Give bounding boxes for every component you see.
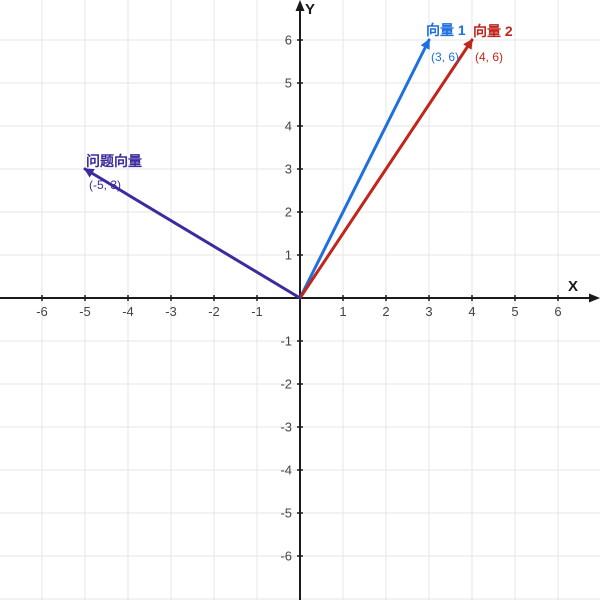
y-tick-label: -4 <box>280 463 292 478</box>
y-tick-label: -6 <box>280 549 292 564</box>
vector-1-coordinates: (3, 6) <box>431 50 459 64</box>
vectors[interactable] <box>83 38 474 300</box>
problem-vector-label: 问题向量 <box>86 153 142 169</box>
y-tick-label: 5 <box>285 76 292 91</box>
axis-ticks-and-numbers: -6 -5 -4 -3 -2 -1 1 2 3 4 5 6 -6 -5 -4 -3 -2 -1 1 2 3 4 5 6 <box>36 33 561 564</box>
y-tick-label: 6 <box>285 33 292 48</box>
y-axis-label: Y <box>305 1 315 18</box>
y-tick-label: -3 <box>280 420 292 435</box>
x-tick-label: -6 <box>36 304 48 319</box>
problem-vector-coordinates: (-5, 3) <box>89 178 121 192</box>
vector-2-coordinates: (4, 6) <box>475 50 503 64</box>
x-tick-label: -4 <box>122 304 134 319</box>
problem-vector-arrow[interactable] <box>83 167 302 300</box>
x-axis-arrowhead <box>589 293 600 303</box>
vector-1[interactable] <box>298 38 431 300</box>
x-tick-label: 6 <box>554 304 561 319</box>
y-tick-label: -2 <box>280 377 292 392</box>
x-tick-label: -3 <box>165 304 177 319</box>
x-tick-label: 3 <box>425 304 432 319</box>
vector-2[interactable] <box>298 38 474 300</box>
y-tick-label: -5 <box>280 506 292 521</box>
y-tick-label: 3 <box>285 162 292 177</box>
x-tick-label: 4 <box>468 304 475 319</box>
x-tick-label: 5 <box>511 304 518 319</box>
y-axis-arrowhead <box>295 0 305 11</box>
y-tick-label: 1 <box>285 248 292 263</box>
vector-1-arrow[interactable] <box>298 38 431 300</box>
vector-2-label: 向量 2 <box>473 23 513 39</box>
vector-2-arrow[interactable] <box>298 38 474 300</box>
y-tick-label: 2 <box>285 205 292 220</box>
vector-1-label: 向量 1 <box>426 22 466 38</box>
y-tick-label: 4 <box>285 119 292 134</box>
x-tick-label: -2 <box>208 304 220 319</box>
x-tick-label: -5 <box>79 304 91 319</box>
x-tick-label: -1 <box>251 304 263 319</box>
y-tick-label: -1 <box>280 334 292 349</box>
problem-vector[interactable] <box>83 167 302 300</box>
x-tick-label: 1 <box>339 304 346 319</box>
vector-labels: 向量 1 (3, 6) 向量 2 (4, 6) 问题向量 (-5, 3) <box>86 22 513 192</box>
x-axis-label: X <box>568 278 578 295</box>
x-tick-label: 2 <box>382 304 389 319</box>
